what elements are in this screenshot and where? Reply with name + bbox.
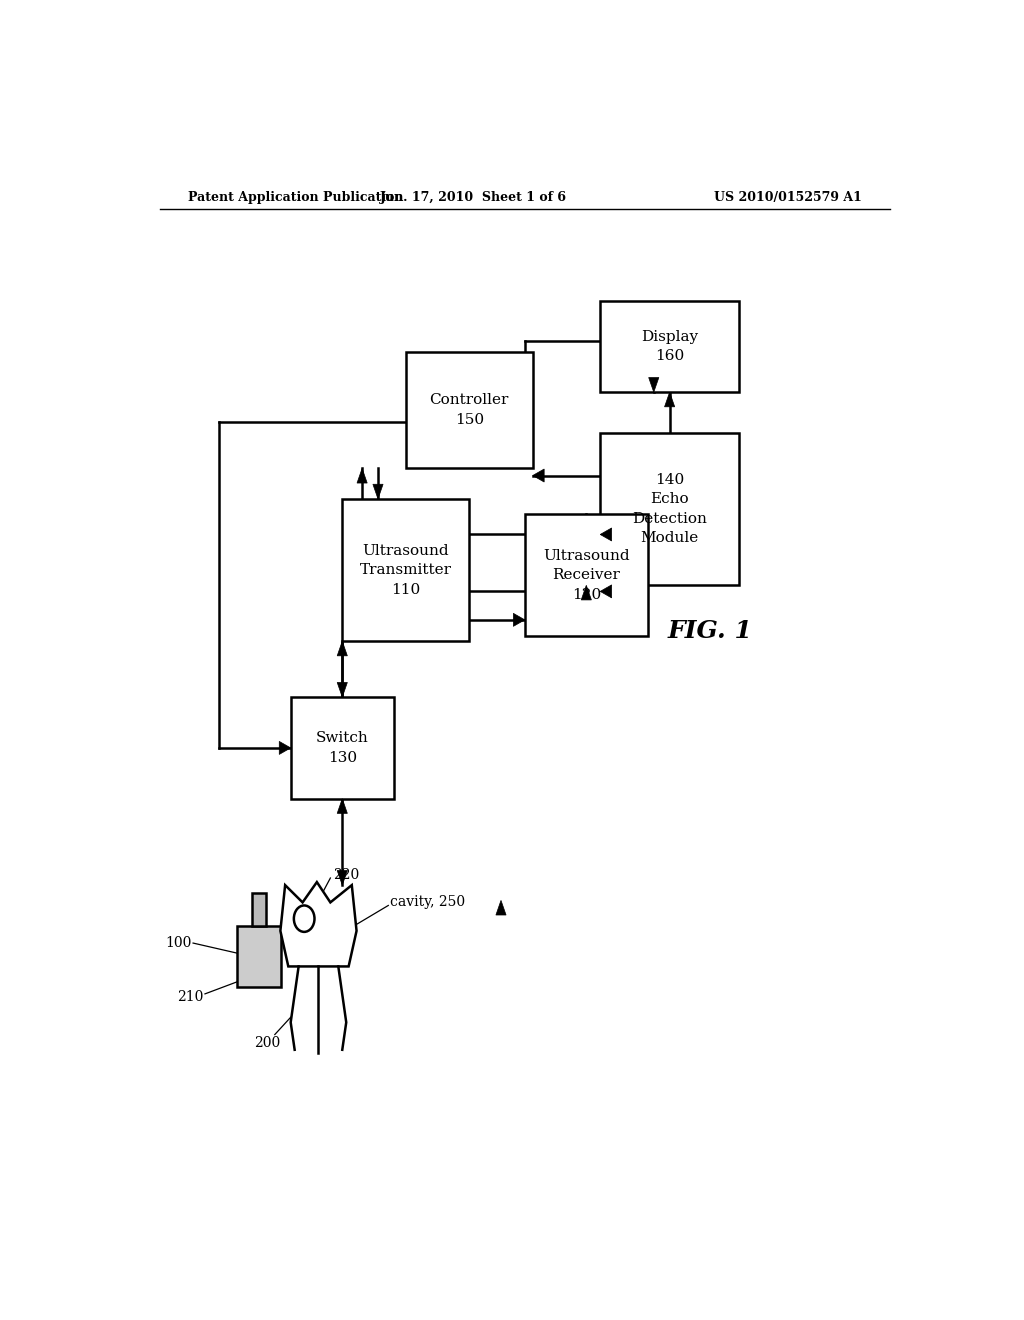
Polygon shape — [532, 469, 544, 482]
Bar — [406, 351, 532, 469]
Polygon shape — [280, 742, 291, 755]
Polygon shape — [337, 682, 347, 697]
Text: 200: 200 — [254, 1036, 280, 1049]
Text: Jun. 17, 2010  Sheet 1 of 6: Jun. 17, 2010 Sheet 1 of 6 — [380, 190, 566, 203]
Text: FIG. 1: FIG. 1 — [668, 619, 753, 643]
Text: Ultrasound
Transmitter
110: Ultrasound Transmitter 110 — [359, 544, 452, 597]
Text: 220: 220 — [333, 869, 359, 882]
Text: Display
160: Display 160 — [641, 330, 698, 363]
Polygon shape — [357, 469, 368, 483]
Polygon shape — [373, 484, 383, 499]
Bar — [600, 301, 739, 392]
Text: 100: 100 — [165, 936, 191, 950]
Bar — [342, 499, 469, 642]
Polygon shape — [337, 642, 347, 656]
Polygon shape — [582, 585, 592, 599]
Polygon shape — [337, 799, 347, 813]
Text: 140
Echo
Detection
Module: 140 Echo Detection Module — [632, 473, 707, 545]
Bar — [524, 513, 648, 636]
Polygon shape — [281, 882, 356, 966]
Text: Patent Application Publication: Patent Application Publication — [187, 190, 403, 203]
Bar — [252, 894, 266, 925]
Circle shape — [294, 906, 314, 932]
Text: Controller
150: Controller 150 — [429, 393, 509, 426]
Polygon shape — [600, 528, 611, 541]
Text: US 2010/0152579 A1: US 2010/0152579 A1 — [714, 190, 862, 203]
Polygon shape — [665, 392, 675, 407]
Text: cavity, 250: cavity, 250 — [390, 895, 465, 909]
Text: 210: 210 — [177, 990, 204, 1005]
Bar — [291, 697, 394, 799]
Bar — [600, 433, 739, 585]
Polygon shape — [600, 585, 611, 598]
Polygon shape — [513, 614, 524, 627]
Text: Switch
130: Switch 130 — [315, 731, 369, 764]
Polygon shape — [496, 900, 506, 915]
Text: Ultrasound
Receiver
120: Ultrasound Receiver 120 — [543, 549, 630, 602]
Polygon shape — [337, 870, 347, 886]
Polygon shape — [648, 378, 658, 392]
Bar — [238, 925, 281, 987]
